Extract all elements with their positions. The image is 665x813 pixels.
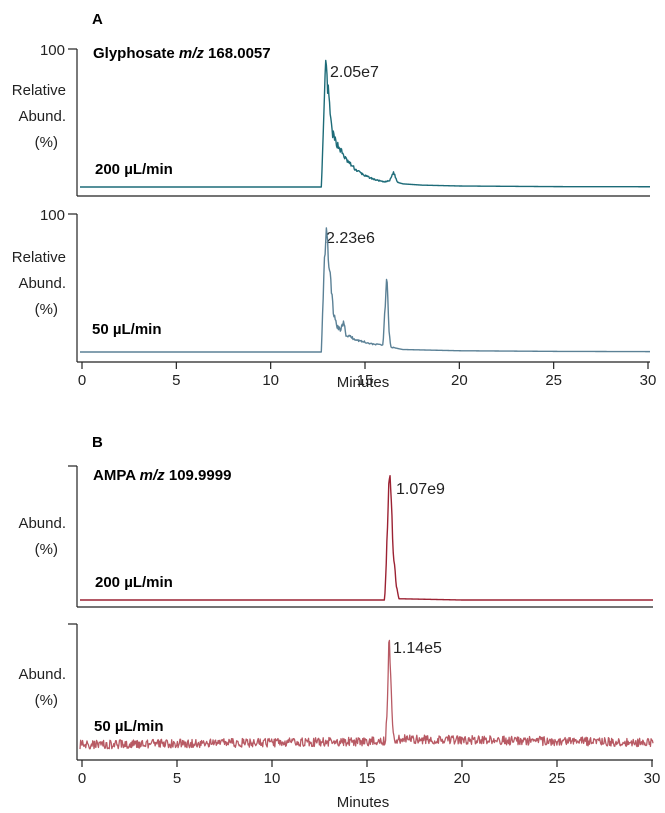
x-tick-label: 20 — [454, 770, 471, 787]
b1-intensity-label: 1.07e9 — [396, 481, 445, 498]
x-tick-label: 0 — [78, 770, 86, 787]
a1-mz-value: 168.0057 — [208, 45, 271, 62]
a2-ylabel-line2: Abund. — [18, 275, 66, 292]
x-tick-label: 30 — [640, 372, 657, 389]
b1-trace — [79, 474, 654, 601]
panel-b-letter: B — [92, 434, 103, 451]
a1-compound-name: Glyphosate — [93, 45, 175, 62]
a2-trace — [79, 227, 651, 353]
a2-ylabel-line3: (%) — [35, 301, 58, 318]
b1-ylabel-line1: Abund. — [18, 515, 66, 532]
b1-compound-title: AMPA m/z 109.9999 — [93, 467, 231, 484]
a1-ylabel-line3: (%) — [35, 134, 58, 151]
b2-ylabel-line1: Abund. — [18, 666, 66, 683]
a1-compound-title: Glyphosate m/z 168.0057 — [93, 45, 271, 62]
a2-intensity-label: 2.23e6 — [326, 230, 375, 247]
a2-flow-rate: 50 µL/min — [92, 321, 162, 338]
b1-compound-name: AMPA — [93, 467, 136, 484]
b2-xlabel: Minutes — [337, 794, 390, 811]
x-tick-label: 25 — [545, 372, 562, 389]
b1-mz-italic: m/z — [140, 467, 166, 484]
x-tick-label: 5 — [172, 372, 180, 389]
b2-intensity-label: 1.14e5 — [393, 640, 442, 657]
a1-ylabel-line1: Relative — [12, 82, 66, 99]
b2-trace — [79, 639, 654, 750]
a1-intensity-label: 2.05e7 — [330, 64, 379, 81]
x-tick-label: 15 — [359, 770, 376, 787]
x-tick-label: 10 — [264, 770, 281, 787]
chart-a1: 100 Relative Abund. (%) Glyphosate m/z 1… — [12, 42, 651, 197]
a2-ylabel-line1: Relative — [12, 249, 66, 266]
x-tick-label: 20 — [451, 372, 468, 389]
b2-ylabel-line2: (%) — [35, 692, 58, 709]
x-tick-label: 5 — [173, 770, 181, 787]
a1-flow-rate: 200 µL/min — [95, 161, 173, 178]
a2-x-ticks: 0 5 10 15 20 25 30 — [78, 362, 657, 389]
a2-y-top-tick-label: 100 — [40, 207, 65, 224]
b1-ylabel-line2: (%) — [35, 541, 58, 558]
b2-flow-rate: 50 µL/min — [94, 718, 164, 735]
a1-mz-italic: m/z — [179, 45, 205, 62]
b2-x-ticks: 0 5 10 15 20 25 30 — [78, 760, 661, 787]
chart-b2: Abund. (%) 1.14e5 50 µL/min 0 5 10 15 20 25 30… — [18, 623, 661, 811]
x-tick-label: 0 — [78, 372, 86, 389]
panel-a-letter: A — [92, 11, 103, 28]
x-tick-label: 30 — [644, 770, 661, 787]
x-tick-label: 25 — [549, 770, 566, 787]
chart-b1: Abund. (%) AMPA m/z 109.9999 1.07e9 200 … — [18, 465, 654, 608]
a2-xlabel: Minutes — [337, 374, 390, 391]
b1-mz-value: 109.9999 — [169, 467, 232, 484]
b1-flow-rate: 200 µL/min — [95, 574, 173, 591]
chart-a2: 100 Relative Abund. (%) 2.23e6 50 µL/min… — [12, 207, 657, 391]
x-tick-label: 10 — [262, 372, 279, 389]
x-tick-label: 15 — [357, 372, 374, 389]
a1-trace — [79, 59, 651, 188]
a1-ylabel-line2: Abund. — [18, 108, 66, 125]
a1-y-top-tick-label: 100 — [40, 42, 65, 59]
